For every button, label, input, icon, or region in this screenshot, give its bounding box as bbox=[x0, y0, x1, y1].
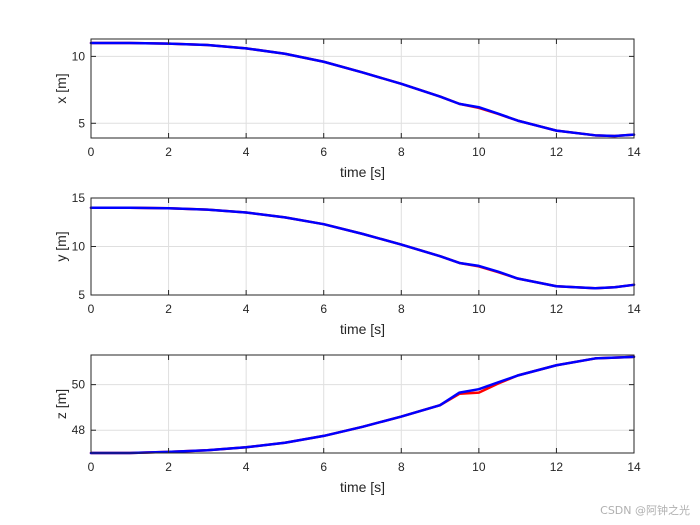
x-tick-label: 0 bbox=[88, 460, 95, 474]
y-tick-label: 15 bbox=[72, 191, 86, 205]
x-tick-label: 12 bbox=[550, 145, 564, 159]
x-tick-label: 10 bbox=[472, 460, 486, 474]
x-tick-label: 4 bbox=[243, 460, 250, 474]
y-tick-label: 10 bbox=[72, 240, 86, 254]
series-line-z-2 bbox=[89, 355, 636, 455]
x-tick-label: 12 bbox=[550, 302, 564, 316]
y-tick-label: 48 bbox=[72, 423, 86, 437]
x-tick-label: 10 bbox=[472, 145, 486, 159]
x-tick-label: 2 bbox=[165, 460, 172, 474]
series-line-z-1 bbox=[89, 355, 636, 455]
y-tick-label: 5 bbox=[78, 116, 85, 130]
x-axis-label-z: time [s] bbox=[340, 479, 385, 495]
x-tick-label: 2 bbox=[165, 302, 172, 316]
x-tick-label: 0 bbox=[88, 145, 95, 159]
x-tick-label: 0 bbox=[88, 302, 95, 316]
x-tick-label: 12 bbox=[550, 460, 564, 474]
y-axis-label-z: z [m] bbox=[53, 389, 69, 419]
panel-y: 0 2 4 6 8 10 12 14 5 10 15 time [s] y [m] bbox=[53, 191, 641, 337]
y-axis-label-x: x [m] bbox=[53, 73, 69, 103]
axes-box-x bbox=[90, 38, 635, 139]
x-tick-label: 14 bbox=[627, 302, 641, 316]
panel-x: 0 2 4 6 8 10 12 14 5 10 time [s] x [m] bbox=[53, 38, 641, 180]
series-line-y-2 bbox=[89, 206, 636, 290]
x-tick-label: 8 bbox=[398, 460, 405, 474]
y-tick-label: 50 bbox=[72, 378, 86, 392]
panel-z: 0 2 4 6 8 10 12 14 48 50 time [s] z [m] bbox=[53, 354, 641, 495]
series-line-x-1 bbox=[89, 41, 636, 138]
y-tick-label: 10 bbox=[72, 49, 86, 63]
x-axis-label-y: time [s] bbox=[340, 321, 385, 337]
x-tick-label: 14 bbox=[627, 460, 641, 474]
x-tick-label: 4 bbox=[243, 302, 250, 316]
series-line-y-1 bbox=[89, 206, 636, 290]
axes-box-z bbox=[90, 354, 635, 454]
x-tick-label: 4 bbox=[243, 145, 250, 159]
x-axis-label-x: time [s] bbox=[340, 164, 385, 180]
x-tick-label: 2 bbox=[165, 145, 172, 159]
x-tick-label: 6 bbox=[320, 460, 327, 474]
y-axis-label-y: y [m] bbox=[53, 231, 69, 261]
watermark: CSDN @阿钟之光 bbox=[600, 503, 690, 517]
x-tick-label: 8 bbox=[398, 145, 405, 159]
x-tick-label: 8 bbox=[398, 302, 405, 316]
y-tick-label: 5 bbox=[78, 288, 85, 302]
x-tick-label: 6 bbox=[320, 302, 327, 316]
x-tick-label: 6 bbox=[320, 145, 327, 159]
series-line-x-2 bbox=[89, 41, 636, 138]
x-tick-label: 14 bbox=[627, 145, 641, 159]
x-tick-label: 10 bbox=[472, 302, 486, 316]
